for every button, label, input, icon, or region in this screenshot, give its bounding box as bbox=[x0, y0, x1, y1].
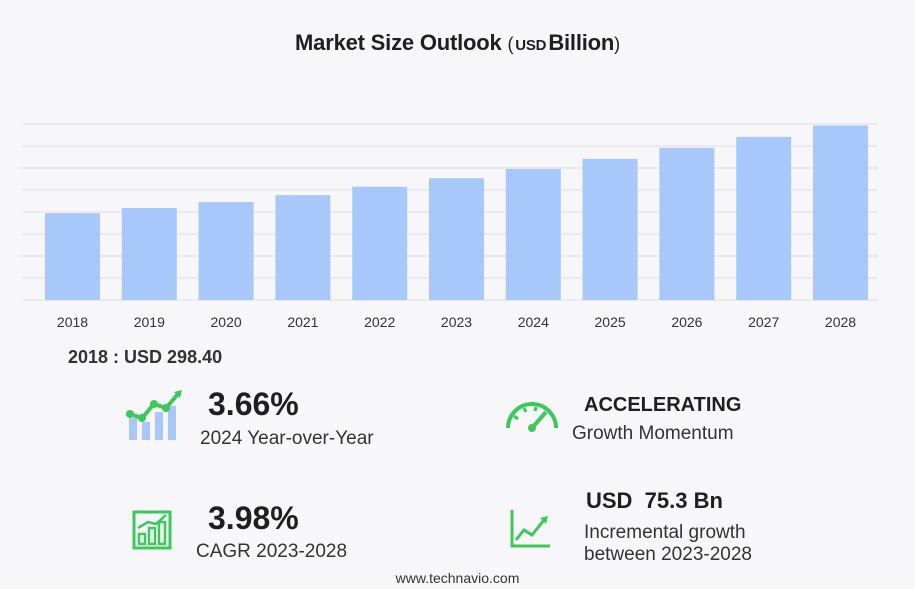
x-tick-label-2028: 2028 bbox=[825, 314, 856, 330]
yoy-stat: 3.66% bbox=[208, 386, 299, 423]
bar-2021 bbox=[275, 195, 331, 300]
bar-2022 bbox=[352, 186, 408, 300]
x-tick-label-2022: 2022 bbox=[364, 314, 395, 330]
yoy-label-wrap: 2024 Year-over-Year bbox=[200, 428, 374, 450]
unit-currency: USD bbox=[515, 37, 547, 54]
x-tick-label-2025: 2025 bbox=[595, 314, 626, 330]
incremental-label-line1: Incremental growth bbox=[584, 522, 746, 543]
cagr-label-wrap: CAGR 2023-2028 bbox=[196, 541, 347, 563]
x-tick-label-2021: 2021 bbox=[287, 314, 318, 330]
momentum-label-wrap: Growth Momentum bbox=[572, 423, 734, 445]
bar-2025 bbox=[582, 158, 638, 300]
speedometer-icon bbox=[506, 402, 558, 432]
incremental-value: USD 75.3 Bn bbox=[586, 488, 723, 513]
momentum-value: ACCELERATING bbox=[584, 394, 742, 416]
line-growth-icon bbox=[510, 510, 550, 548]
bar-2023 bbox=[429, 178, 484, 300]
momentum-stat: ACCELERATING bbox=[584, 394, 741, 417]
x-tick-label-2026: 2026 bbox=[671, 314, 702, 330]
bar-2026 bbox=[659, 147, 715, 300]
incremental-label-line2: between 2023-2028 bbox=[584, 544, 752, 565]
x-tick-label-2024: 2024 bbox=[518, 314, 549, 330]
x-tick-label-2023: 2023 bbox=[441, 314, 472, 330]
title-text: Market Size Outlook bbox=[295, 30, 502, 55]
unit-word: Billion bbox=[548, 30, 615, 55]
bar-2028 bbox=[813, 125, 868, 300]
base-value: 2018 : USD 298.40 bbox=[68, 347, 223, 367]
x-tick-label-2020: 2020 bbox=[211, 314, 242, 330]
yoy-value: 3.66% bbox=[208, 386, 299, 422]
bar-2018 bbox=[45, 213, 100, 300]
yoy-label: 2024 Year-over-Year bbox=[200, 428, 374, 449]
line-bar-chart-icon bbox=[126, 390, 182, 440]
incremental-stat: USD 75.3 Bn bbox=[586, 488, 723, 514]
cagr-value: 3.98% bbox=[208, 500, 299, 536]
bar-2024 bbox=[505, 168, 561, 300]
unit-open-paren: ( bbox=[507, 34, 514, 54]
cagr-stat: 3.98% bbox=[208, 500, 299, 537]
x-tick-label-2019: 2019 bbox=[134, 314, 165, 330]
momentum-label: Growth Momentum bbox=[572, 423, 734, 444]
cagr-label: CAGR 2023-2028 bbox=[196, 541, 348, 562]
x-tick-label-2027: 2027 bbox=[748, 314, 779, 330]
unit-close-paren: ) bbox=[614, 34, 620, 54]
chart-title: Market Size Outlook (USDBillion) bbox=[0, 30, 915, 56]
bar-growth-icon bbox=[132, 510, 172, 550]
footer-url: www.technavio.com bbox=[395, 570, 520, 586]
bar-2019 bbox=[121, 207, 177, 300]
x-tick-label-2018: 2018 bbox=[57, 314, 88, 330]
bar-chart: 2018 2019 2020 2021 2022 2023 2024 2025 2026 2027… bbox=[22, 123, 878, 330]
bar-2027 bbox=[736, 136, 792, 300]
bar-2020 bbox=[198, 202, 254, 300]
incremental-label-wrap: Incremental growth between 2023-2028 bbox=[584, 522, 752, 566]
